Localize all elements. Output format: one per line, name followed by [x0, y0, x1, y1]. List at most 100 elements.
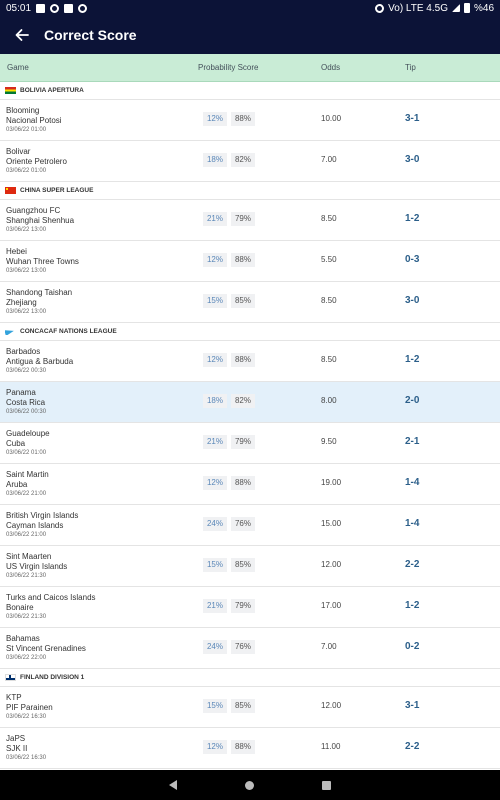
alarm-icon	[375, 3, 385, 13]
column-tip: Tip	[405, 63, 416, 72]
probability-high: 88%	[231, 112, 255, 126]
tip-score: 1-2	[405, 600, 420, 611]
away-team: St Vincent Grenadines	[6, 644, 86, 653]
probability-high: 76%	[231, 517, 255, 531]
battery-icon	[463, 3, 470, 13]
match-teams: Bolivar Oriente Petrolero 03/06/22 01:00	[6, 147, 67, 176]
home-team: JaPS	[6, 734, 26, 743]
probability-low: 12%	[203, 112, 227, 126]
match-date: 03/06/22 13:00	[6, 268, 47, 274]
match-row[interactable]: JaPS SJK II 03/06/22 16:30 12% 88% 11.00…	[0, 728, 500, 769]
away-team: Cuba	[6, 439, 26, 448]
odds-value: 8.50	[321, 355, 337, 364]
nav-recents-icon[interactable]	[322, 780, 331, 790]
probability-low: 21%	[203, 435, 227, 449]
nav-home-icon[interactable]	[245, 780, 254, 790]
home-team: Blooming	[6, 106, 40, 115]
tip-score: 2-2	[405, 741, 420, 752]
away-team: Bonaire	[6, 603, 34, 612]
match-teams: Shandong Taishan Zhejiang 03/06/22 13:00	[6, 288, 72, 317]
signal-icon	[451, 4, 460, 12]
concacaf-flag	[5, 328, 16, 335]
match-date: 03/06/22 21:00	[6, 491, 47, 497]
match-date: 03/06/22 13:00	[6, 309, 47, 315]
away-team: Cayman Islands	[6, 521, 64, 530]
match-date: 03/06/22 01:00	[6, 127, 47, 133]
match-teams: Saint Martin Aruba 03/06/22 21:00	[6, 470, 49, 499]
probability-high: 85%	[231, 558, 255, 572]
match-row[interactable]: Panama Costa Rica 03/06/22 00:30 18% 82%…	[0, 382, 500, 423]
odds-value: 12.00	[321, 701, 342, 710]
match-date: 03/06/22 21:00	[6, 532, 47, 538]
tip-score: 2-0	[405, 395, 420, 406]
odds-value: 9.50	[321, 437, 337, 446]
odds-value: 19.00	[321, 478, 342, 487]
home-team: Bahamas	[6, 634, 40, 643]
league-header: CONCACAF NATIONS LEAGUE	[0, 323, 500, 341]
status-bar: 05:01 Vo) LTE 4.5G %46	[0, 0, 500, 16]
column-game: Game	[7, 63, 29, 72]
away-team: Aruba	[6, 480, 28, 489]
probability-low: 18%	[203, 394, 227, 408]
column-probability: Probability Score	[198, 63, 259, 72]
odds-value: 8.00	[321, 396, 337, 405]
home-team: Sint Maarten	[6, 552, 52, 561]
league-name: BOLIVIA APERTURA	[20, 87, 84, 94]
odds-value: 12.00	[321, 560, 342, 569]
nav-back-icon[interactable]	[169, 780, 177, 790]
match-row[interactable]: Bahamas St Vincent Grenadines 03/06/22 2…	[0, 628, 500, 669]
match-row[interactable]: Blooming Nacional Potosi 03/06/22 01:00 …	[0, 100, 500, 141]
match-row[interactable]: British Virgin Islands Cayman Islands 03…	[0, 505, 500, 546]
match-teams: British Virgin Islands Cayman Islands 03…	[6, 511, 78, 540]
match-row[interactable]: Sint Maarten US Virgin Islands 03/06/22 …	[0, 546, 500, 587]
bolivia-flag	[5, 87, 16, 94]
tip-score: 2-2	[405, 559, 420, 570]
odds-value: 8.50	[321, 214, 337, 223]
match-row[interactable]: Barbados Antigua & Barbuda 03/06/22 00:3…	[0, 341, 500, 382]
match-teams: Guadeloupe Cuba 03/06/22 01:00	[6, 429, 50, 458]
match-row[interactable]: Hebei Wuhan Three Towns 03/06/22 13:00 1…	[0, 241, 500, 282]
odds-value: 15.00	[321, 519, 342, 528]
match-row[interactable]: Turks and Caicos Islands Bonaire 03/06/2…	[0, 587, 500, 628]
back-arrow-icon[interactable]	[12, 25, 32, 45]
match-teams: Bahamas St Vincent Grenadines 03/06/22 2…	[6, 634, 86, 663]
home-team: Turks and Caicos Islands	[6, 593, 96, 602]
probability-low: 24%	[203, 640, 227, 654]
away-team: SJK II	[6, 744, 28, 753]
tip-score: 3-1	[405, 113, 420, 124]
match-row[interactable]: Guadeloupe Cuba 03/06/22 01:00 21% 79% 9…	[0, 423, 500, 464]
match-teams: Hebei Wuhan Three Towns 03/06/22 13:00	[6, 247, 79, 276]
probability-low: 12%	[203, 253, 227, 267]
battery-percent: %46	[473, 2, 494, 14]
tip-score: 3-0	[405, 154, 420, 165]
image-icon	[36, 3, 46, 13]
away-team: Zhejiang	[6, 298, 37, 307]
match-date: 03/06/22 00:30	[6, 409, 47, 415]
probability-low: 21%	[203, 599, 227, 613]
finland-flag	[5, 674, 16, 681]
league-name: FINLAND DIVISION 1	[20, 674, 85, 681]
odds-value: 5.50	[321, 255, 337, 264]
match-teams: KTP PIF Parainen 03/06/22 16:30	[6, 693, 53, 722]
match-row[interactable]: KTP PIF Parainen 03/06/22 16:30 15% 85% …	[0, 687, 500, 728]
probability-high: 85%	[231, 294, 255, 308]
home-team: British Virgin Islands	[6, 511, 79, 520]
match-row[interactable]: Shandong Taishan Zhejiang 03/06/22 13:00…	[0, 282, 500, 323]
match-teams: Blooming Nacional Potosi 03/06/22 01:00	[6, 106, 62, 135]
probability-low: 15%	[203, 699, 227, 713]
match-date: 03/06/22 00:30	[6, 368, 47, 374]
tip-score: 3-0	[405, 295, 420, 306]
tip-score: 1-4	[405, 477, 420, 488]
league-name: CHINA SUPER LEAGUE	[20, 187, 94, 194]
league-header: FINLAND DIVISION 1	[0, 669, 500, 687]
probability-high: 85%	[231, 699, 255, 713]
tip-score: 1-4	[405, 518, 420, 529]
match-row[interactable]: Guangzhou FC Shanghai Shenhua 03/06/22 1…	[0, 200, 500, 241]
match-row[interactable]: Saint Martin Aruba 03/06/22 21:00 12% 88…	[0, 464, 500, 505]
match-row[interactable]: Bolivar Oriente Petrolero 03/06/22 01:00…	[0, 141, 500, 182]
tip-score: 0-2	[405, 641, 420, 652]
probability-low: 12%	[203, 476, 227, 490]
status-time: 05:01	[6, 2, 32, 14]
match-list[interactable]: BOLIVIA APERTURA Blooming Nacional Potos…	[0, 82, 500, 770]
tip-score: 2-1	[405, 436, 420, 447]
